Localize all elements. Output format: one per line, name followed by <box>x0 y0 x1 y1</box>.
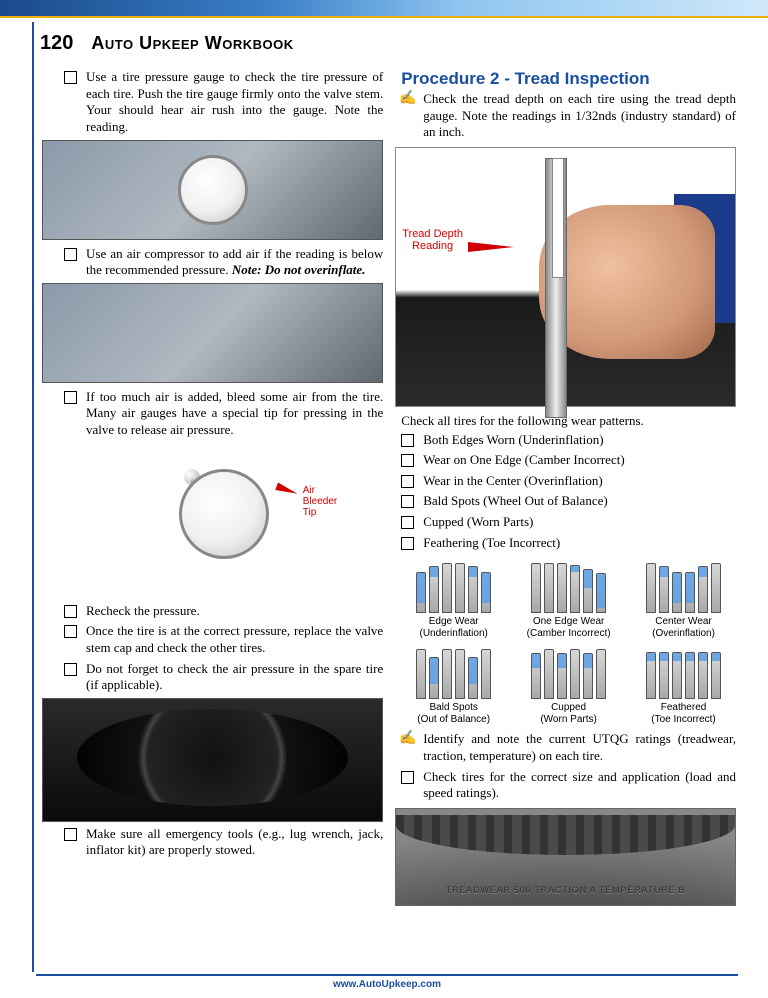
page: 120 Auto Upkeep Workbook Use a tire pres… <box>0 0 768 998</box>
list-item: Make sure all emergency tools (e.g., lug… <box>64 826 383 859</box>
wear-label: One Edge Wear <box>516 616 621 628</box>
tire-wear-diagram-icon <box>516 559 621 613</box>
wear-diagram-cell: Bald Spots(Out of Balance) <box>401 645 506 725</box>
wear-label: Edge Wear <box>401 616 506 628</box>
wear-pattern-list: Both Edges Worn (Underinflation) Wear on … <box>401 432 736 552</box>
list-item: Wear in the Center (Overinflation) <box>401 473 736 490</box>
tire-wear-diagram-icon <box>631 559 736 613</box>
right-checklist: Check the tread depth on each tire using… <box>401 91 736 141</box>
list-item: Cupped (Worn Parts) <box>401 514 736 531</box>
page-footer-url: www.AutoUpkeep.com <box>36 974 738 990</box>
left-checklist: Make sure all emergency tools (e.g., lug… <box>64 826 383 859</box>
utqg-rating-text: TREADWEAR 500 TRACTION A TEMPERATURE B <box>396 885 735 895</box>
tread-depth-gauge-photo: Tread Depth Reading <box>395 147 736 407</box>
air-bleeder-gauge-figure: Air Bleeder Tip <box>64 469 383 593</box>
list-item: Both Edges Worn (Underinflation) <box>401 432 736 449</box>
left-column: Use a tire pressure gauge to check the t… <box>48 69 383 906</box>
wear-sublabel: (Overinflation) <box>631 628 736 640</box>
list-item: Recheck the pressure. <box>64 603 383 620</box>
left-checklist: Use a tire pressure gauge to check the t… <box>64 69 383 136</box>
spare-tire-photo <box>42 698 383 822</box>
list-item: Use a tire pressure gauge to check the t… <box>64 69 383 136</box>
wear-diagram-cell: Edge Wear(Underinflation) <box>401 559 506 639</box>
list-item: If too much air is added, bleed some air… <box>64 389 383 439</box>
wear-diagram-cell: Feathered(Toe Incorrect) <box>631 645 736 725</box>
tread-gauge-scale-icon <box>552 158 564 278</box>
wear-sublabel: (Worn Parts) <box>516 714 621 726</box>
wear-diagram-cell: Center Wear(Overinflation) <box>631 559 736 639</box>
red-arrow-icon <box>468 242 514 252</box>
left-margin-rule <box>32 22 34 972</box>
list-item: Do not forget to check the air pressure … <box>64 661 383 694</box>
tire-sidewall-photo: TREADWEAR 500 TRACTION A TEMPERATURE B <box>395 808 736 906</box>
tire-pressure-gauge-photo <box>42 140 383 240</box>
list-item: Check the tread depth on each tire using… <box>401 91 736 141</box>
red-arrow-icon <box>275 482 298 497</box>
right-checklist-after: Identify and note the current UTQG ratin… <box>401 731 736 802</box>
air-bleeder-label: Air Bleeder Tip <box>276 485 337 518</box>
wear-sublabel: (Out of Balance) <box>401 714 506 726</box>
tire-wear-diagram-icon <box>631 645 736 699</box>
tire-wear-diagram-icon <box>516 645 621 699</box>
book-title: Auto Upkeep Workbook <box>91 33 293 54</box>
wear-diagram-grid: Edge Wear(Underinflation)One Edge Wear(C… <box>401 559 736 725</box>
list-item: Feathering (Toe Incorrect) <box>401 535 736 552</box>
list-item: Identify and note the current UTQG ratin… <box>401 731 736 764</box>
wear-diagram-cell: Cupped(Worn Parts) <box>516 645 621 725</box>
left-checklist: If too much air is added, bleed some air… <box>64 389 383 439</box>
list-item: Check tires for the correct size and app… <box>401 769 736 802</box>
list-item: Once the tire is at the correct pressure… <box>64 623 383 656</box>
valve-stem-photo <box>42 283 383 383</box>
top-gradient-band <box>0 0 768 18</box>
list-item: Wear on One Edge (Camber Incorrect) <box>401 452 736 469</box>
page-number: 120 <box>40 32 73 55</box>
left-checklist: Use an air compressor to add air if the … <box>64 246 383 279</box>
wear-label: Center Wear <box>631 616 736 628</box>
note-emphasis: Note: Do not overinflate. <box>232 262 366 277</box>
wear-label: Cupped <box>516 702 621 714</box>
wear-sublabel: (Underinflation) <box>401 628 506 640</box>
tread-depth-label: Tread Depth Reading <box>402 228 463 252</box>
content-columns: Use a tire pressure gauge to check the t… <box>0 63 768 906</box>
wear-sublabel: (Camber Incorrect) <box>516 628 621 640</box>
tread-marks-icon <box>396 815 735 855</box>
page-header: 120 Auto Upkeep Workbook <box>0 18 768 63</box>
wear-sublabel: (Toe Incorrect) <box>631 714 736 726</box>
right-column: Procedure 2 - Tread Inspection Check the… <box>401 69 736 906</box>
left-checklist: Recheck the pressure. Once the tire is a… <box>64 603 383 694</box>
gauge-icon <box>178 155 248 225</box>
tire-wear-diagram-icon <box>401 559 506 613</box>
gauge-dial-icon <box>179 469 269 559</box>
list-item: Bald Spots (Wheel Out of Balance) <box>401 493 736 510</box>
tire-wear-diagram-icon <box>401 645 506 699</box>
wear-label: Bald Spots <box>401 702 506 714</box>
wear-diagram-cell: One Edge Wear(Camber Incorrect) <box>516 559 621 639</box>
list-item: Use an air compressor to add air if the … <box>64 246 383 279</box>
procedure-2-title: Procedure 2 - Tread Inspection <box>401 69 736 89</box>
wear-label: Feathered <box>631 702 736 714</box>
tire-icon <box>77 709 348 807</box>
wear-intro-text: Check all tires for the following wear p… <box>401 413 736 430</box>
